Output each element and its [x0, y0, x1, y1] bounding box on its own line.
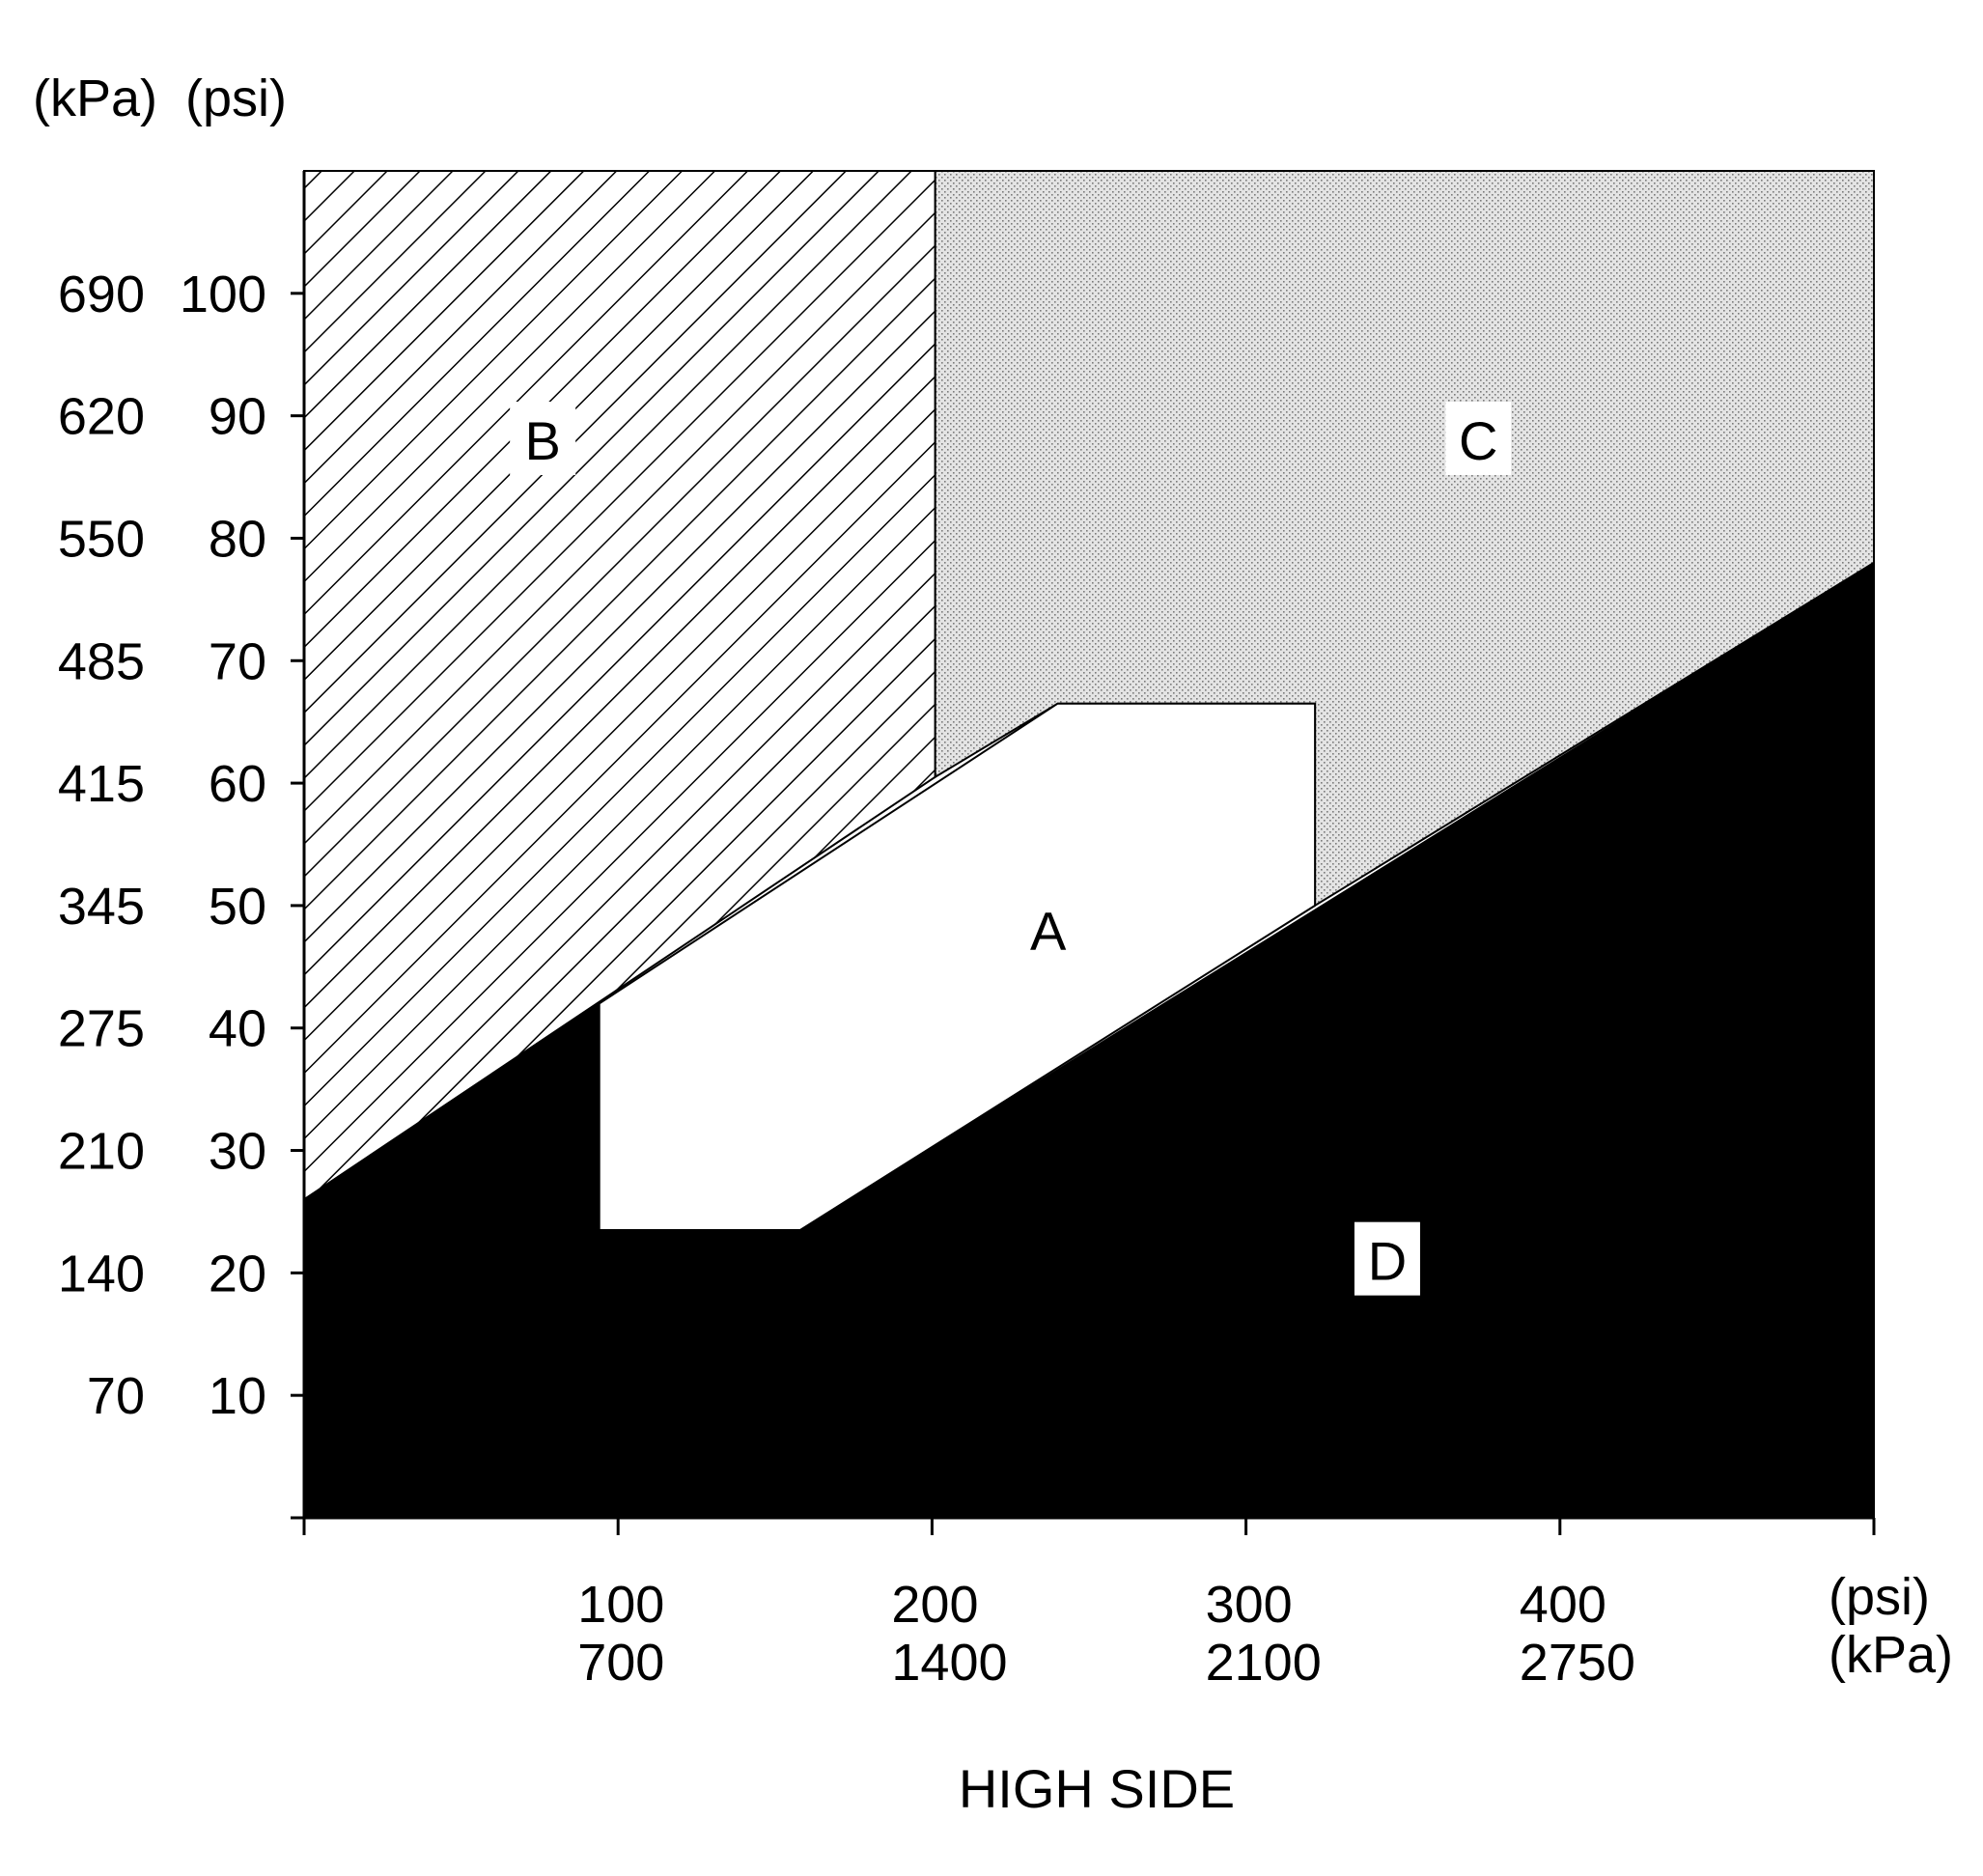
region-b-label: B	[524, 410, 560, 471]
region-d-label-box	[1354, 1221, 1420, 1296]
y-tick-label-psi: 20	[209, 1245, 266, 1302]
region-labels: B C D A	[510, 402, 1512, 1296]
x-tick-label-psi: 300	[1206, 1576, 1293, 1634]
y-tick-label-psi: 40	[209, 1000, 266, 1058]
y-tick-label-kpa: 70	[87, 1367, 145, 1425]
y-tick-label-kpa: 275	[58, 1000, 145, 1058]
y-tick-label-psi: 30	[209, 1123, 266, 1181]
region-c-label-box	[1445, 402, 1512, 475]
chart-regions	[303, 170, 1875, 1519]
region-a-label: A	[1030, 900, 1067, 961]
x-tick-label-kpa: 1400	[891, 1634, 1007, 1692]
y-tick-label-psi: 100	[180, 266, 266, 323]
y-tick-label-psi: 90	[209, 388, 266, 446]
region-d-label: D	[1368, 1231, 1407, 1292]
plot-frame	[304, 170, 1875, 1518]
chart-axes: 70 10 140 20 210 30 275 40 345 50 415 60 485 70 550 80 6…	[58, 171, 1876, 1692]
x-tick-label-kpa: 700	[577, 1634, 664, 1692]
region-b-label-box	[510, 402, 576, 475]
x-tick-label-psi: 400	[1520, 1576, 1606, 1634]
y-tick-label-psi: 60	[209, 755, 266, 813]
y-tick-label-kpa: 550	[58, 510, 145, 568]
region-c-label: C	[1459, 410, 1497, 471]
y-tick-label-psi: 80	[209, 510, 266, 568]
y-tick-label-psi: 70	[209, 632, 266, 690]
x-axis-unit-psi: (psi)	[1829, 1568, 1930, 1626]
x-tick-label-kpa: 2100	[1206, 1634, 1322, 1692]
region-a	[598, 702, 1317, 1231]
y-tick-label-kpa: 140	[58, 1245, 145, 1302]
x-axis-unit-kpa: (kPa)	[1829, 1626, 1953, 1684]
y-tick-label-kpa: 620	[58, 388, 145, 446]
x-tick-label-psi: 200	[891, 1576, 978, 1634]
x-axis-title: HIGH SIDE	[959, 1758, 1235, 1819]
y-tick-label-psi: 10	[209, 1367, 266, 1425]
y-tick-label-kpa: 345	[58, 878, 145, 936]
y-tick-label-kpa: 415	[58, 755, 145, 813]
x-tick-label-psi: 100	[577, 1576, 664, 1634]
y-tick-label-kpa: 690	[58, 266, 145, 323]
x-tick-label-kpa: 2750	[1520, 1634, 1635, 1692]
y-axis-unit-kpa: (kPa)	[33, 70, 157, 127]
y-tick-label-psi: 50	[209, 878, 266, 936]
y-tick-label-kpa: 485	[58, 632, 145, 690]
y-axis-unit-psi: (psi)	[185, 70, 287, 127]
y-tick-label-kpa: 210	[58, 1123, 145, 1181]
